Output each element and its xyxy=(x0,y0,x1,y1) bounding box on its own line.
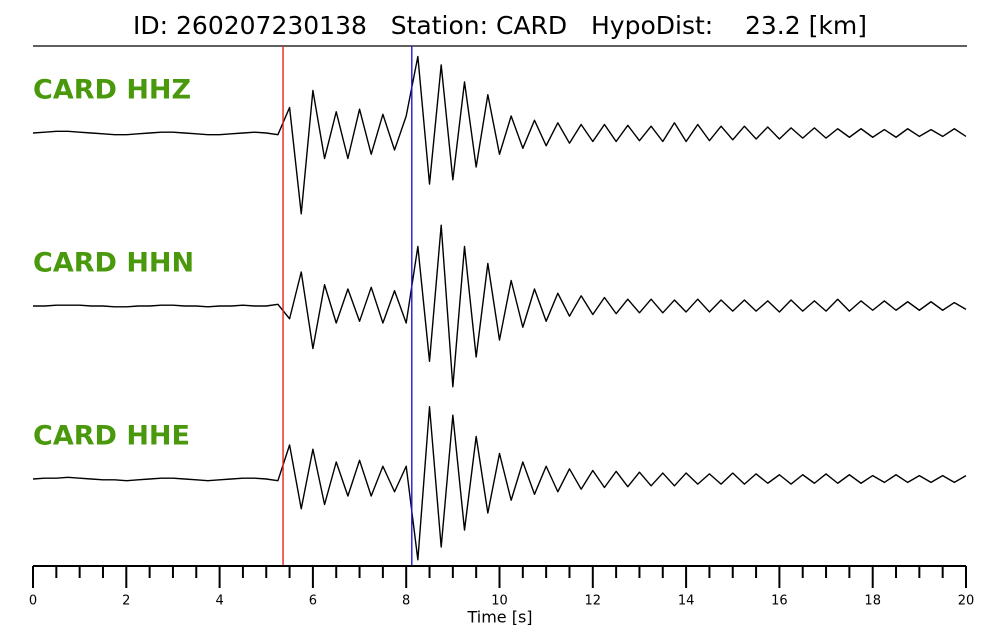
waveform xyxy=(32,406,967,561)
trace-label: CARD HHN xyxy=(33,248,194,279)
x-tick-label: 20 xyxy=(958,594,975,609)
chart-title: ID: 260207230138 Station: CARD HypoDist:… xyxy=(133,11,867,40)
trace-label: CARD HHE xyxy=(33,421,190,452)
x-tick-label: 4 xyxy=(215,594,223,609)
waveform xyxy=(32,55,967,215)
x-tick-label: 10 xyxy=(491,594,508,609)
x-tick-label: 18 xyxy=(864,594,881,609)
x-axis-label: Time [s] xyxy=(466,608,532,627)
waveform xyxy=(33,224,967,388)
trace-label: CARD HHZ xyxy=(33,75,191,106)
x-tick-label: 2 xyxy=(122,594,130,609)
x-tick-label: 6 xyxy=(309,594,317,609)
x-tick-label: 16 xyxy=(771,594,788,609)
x-tick-label: 12 xyxy=(585,594,602,609)
x-tick-label: 14 xyxy=(678,594,695,609)
x-tick-label: 0 xyxy=(29,594,37,609)
x-tick-label: 8 xyxy=(402,594,410,609)
